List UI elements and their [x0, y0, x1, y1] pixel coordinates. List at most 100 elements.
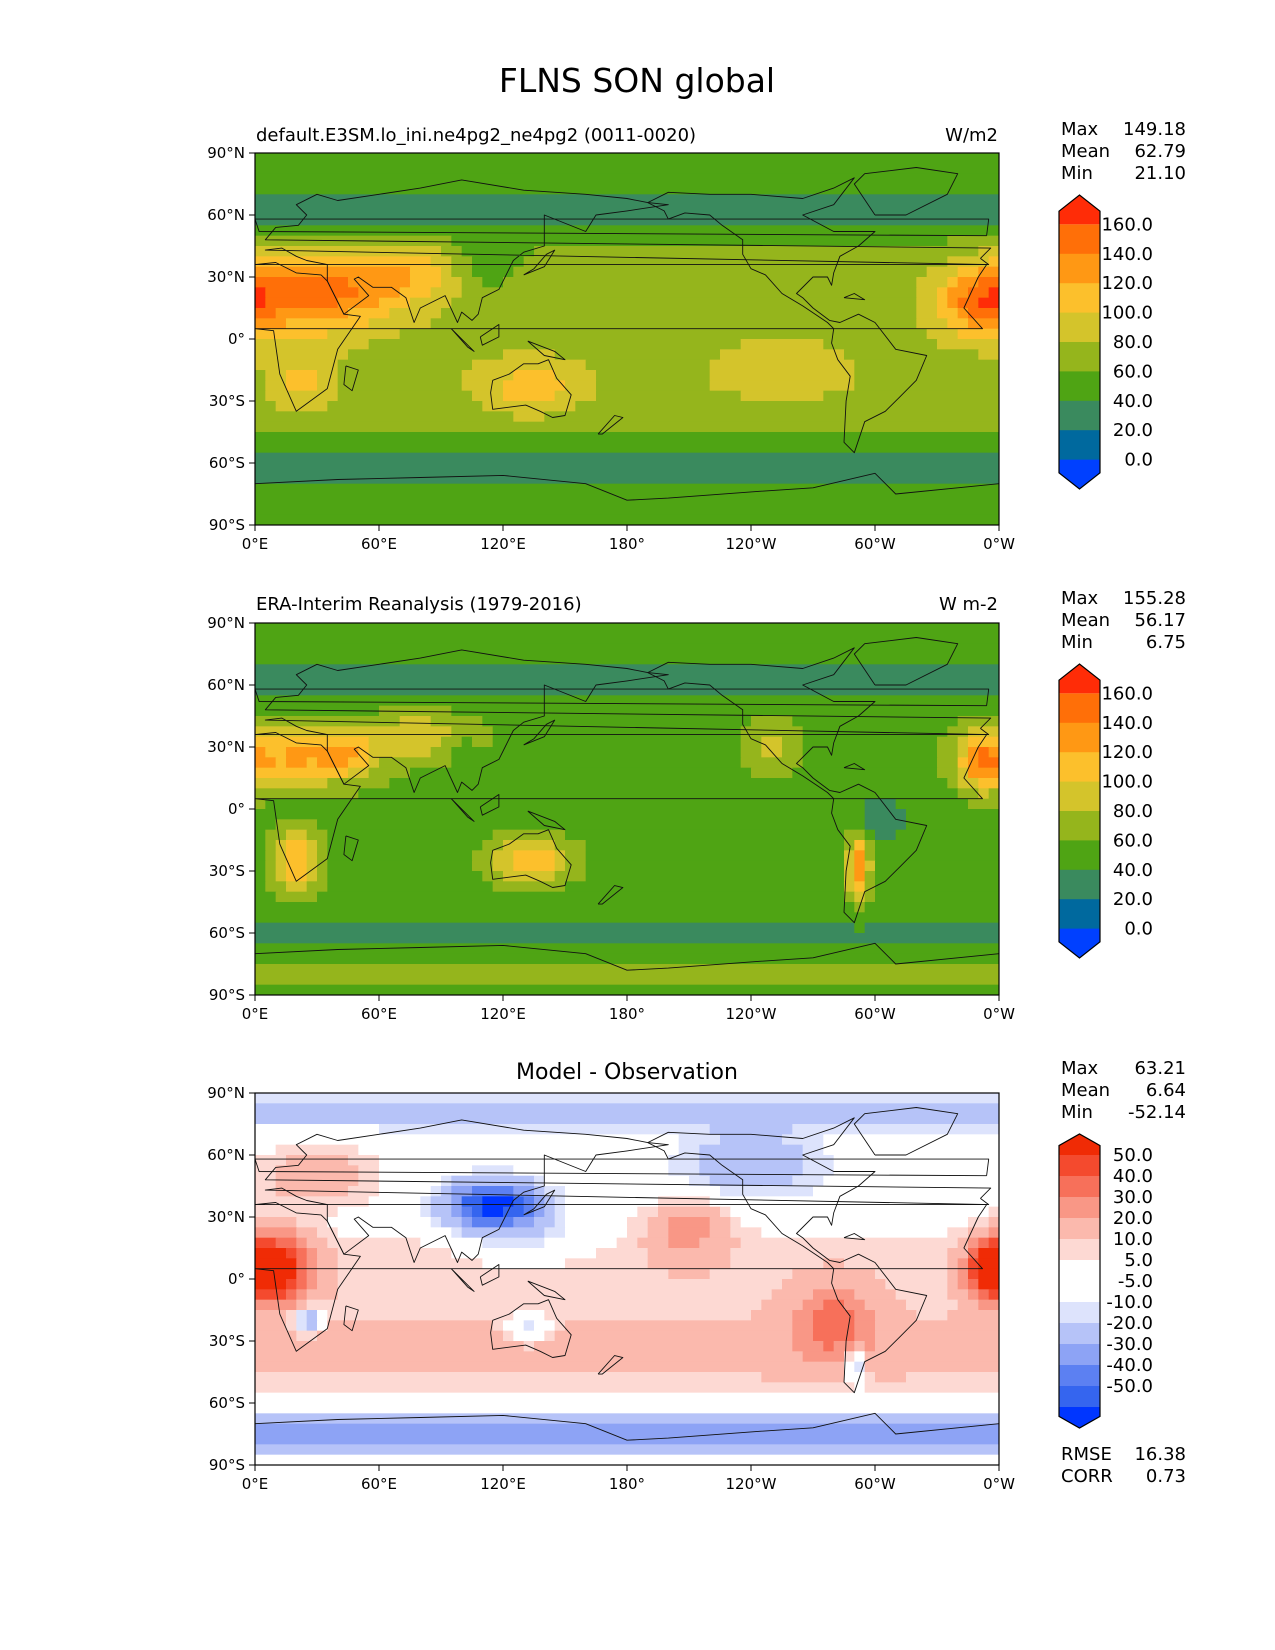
coastline — [343, 365, 359, 392]
field-cell — [782, 736, 804, 748]
lat-tick-label: 60°N — [207, 676, 245, 694]
stats-obs: Max 155.28 Mean 56.17 Min 6.75 — [1061, 588, 1186, 653]
field-cell — [585, 860, 845, 872]
field-cell — [854, 881, 866, 893]
field-cell — [895, 829, 999, 841]
field-cell — [306, 1258, 318, 1270]
colorbar-label: -50.0 — [1106, 1376, 1153, 1397]
field-cell — [255, 225, 999, 237]
field-cell — [451, 1186, 473, 1197]
stat-mean-value: 56.17 — [1134, 610, 1186, 631]
field-cell — [740, 1237, 959, 1249]
field-cell — [492, 860, 514, 872]
field-cell — [875, 860, 999, 872]
field-cell — [296, 1268, 308, 1280]
field-cell — [368, 339, 742, 350]
field-cell — [565, 1206, 597, 1218]
coastline — [255, 1412, 999, 1441]
field-cell — [255, 318, 287, 330]
field-cell — [813, 1289, 855, 1301]
field-cell — [317, 1227, 339, 1239]
field-cell — [399, 1196, 421, 1208]
field-cell — [286, 1310, 297, 1321]
field-cell — [844, 1361, 855, 1373]
field-model — [255, 153, 999, 525]
coastline — [490, 829, 572, 888]
field-cell — [978, 1258, 999, 1270]
lon-tick-label: 0°W — [983, 1005, 1015, 1023]
field-cell — [286, 881, 308, 893]
field-cell — [255, 339, 370, 350]
field-cell — [368, 767, 411, 779]
field-cell — [286, 1248, 297, 1259]
lon-tick-label: 180° — [609, 1475, 645, 1493]
field-cell — [255, 1134, 380, 1146]
field-cell — [968, 767, 999, 779]
colorbar-label: 140.0 — [1101, 713, 1153, 734]
coastline — [597, 885, 624, 905]
colorbar-segment — [1059, 752, 1100, 783]
field-cell — [565, 1258, 649, 1270]
field-cell — [275, 850, 287, 862]
field-cell — [296, 1217, 328, 1228]
figure-title: FLNS SON global — [499, 61, 775, 100]
field-cell — [978, 349, 999, 361]
field-cell — [988, 788, 999, 800]
field-cell — [275, 1165, 359, 1177]
field-cell — [451, 705, 999, 717]
field-cell — [399, 328, 928, 340]
field-cell — [255, 933, 999, 944]
field-cell — [771, 1289, 814, 1301]
field-cell — [740, 747, 762, 758]
panel-obs-units: W m-2 — [939, 594, 998, 615]
colorbar-segment — [1059, 899, 1100, 930]
stats-diff: Max 63.21 Mean 6.64 Min -52.14 RMSE 16.3… — [1061, 1058, 1186, 1487]
field-cell — [978, 297, 999, 309]
field-cell — [575, 1237, 618, 1249]
field-cell — [658, 1206, 721, 1218]
field-cell — [637, 1237, 669, 1249]
field-cell — [709, 1124, 793, 1135]
field-cell — [275, 891, 318, 903]
colorbar-segment — [1059, 1302, 1100, 1324]
field-cell — [792, 1341, 824, 1352]
field-cell — [544, 1175, 690, 1187]
field-cell — [368, 1196, 401, 1208]
field-cell — [751, 1310, 793, 1321]
field-cell — [523, 1320, 535, 1332]
field-cell — [255, 788, 359, 800]
field-cell — [813, 1320, 855, 1332]
field-cell — [709, 380, 855, 392]
colorbar-label: 20.0 — [1113, 889, 1153, 910]
field-cell — [255, 308, 277, 319]
field-cell — [864, 809, 907, 820]
field-cell — [327, 871, 483, 882]
coastline — [597, 1355, 624, 1375]
field-cell — [968, 1248, 979, 1259]
field-cell — [751, 1206, 814, 1218]
colorbar-outline — [1058, 194, 1101, 490]
lat-tick-label: 90°S — [209, 1456, 245, 1474]
field-cell — [554, 349, 721, 361]
field-cell — [255, 266, 411, 278]
field-cell — [844, 1372, 855, 1383]
field-cell — [957, 747, 969, 758]
field-cell — [616, 1237, 638, 1249]
field-cell — [492, 850, 514, 862]
field-cell — [399, 287, 432, 299]
field-cell — [255, 685, 999, 696]
field-cell — [957, 716, 999, 727]
field-cell — [978, 778, 999, 789]
field-cell — [864, 860, 876, 872]
field-cell — [255, 1413, 999, 1425]
field-cell — [585, 850, 845, 862]
field-cell — [730, 1258, 824, 1270]
field-cell — [957, 328, 999, 340]
field-cell — [255, 401, 277, 412]
field-cell — [472, 1206, 483, 1218]
lon-tick-label: 0°W — [983, 535, 1015, 553]
stat-max-label: Max — [1061, 1058, 1099, 1079]
field-cell — [255, 1237, 277, 1249]
field-cell — [854, 871, 866, 882]
colorbar-label: 120.0 — [1101, 742, 1153, 763]
